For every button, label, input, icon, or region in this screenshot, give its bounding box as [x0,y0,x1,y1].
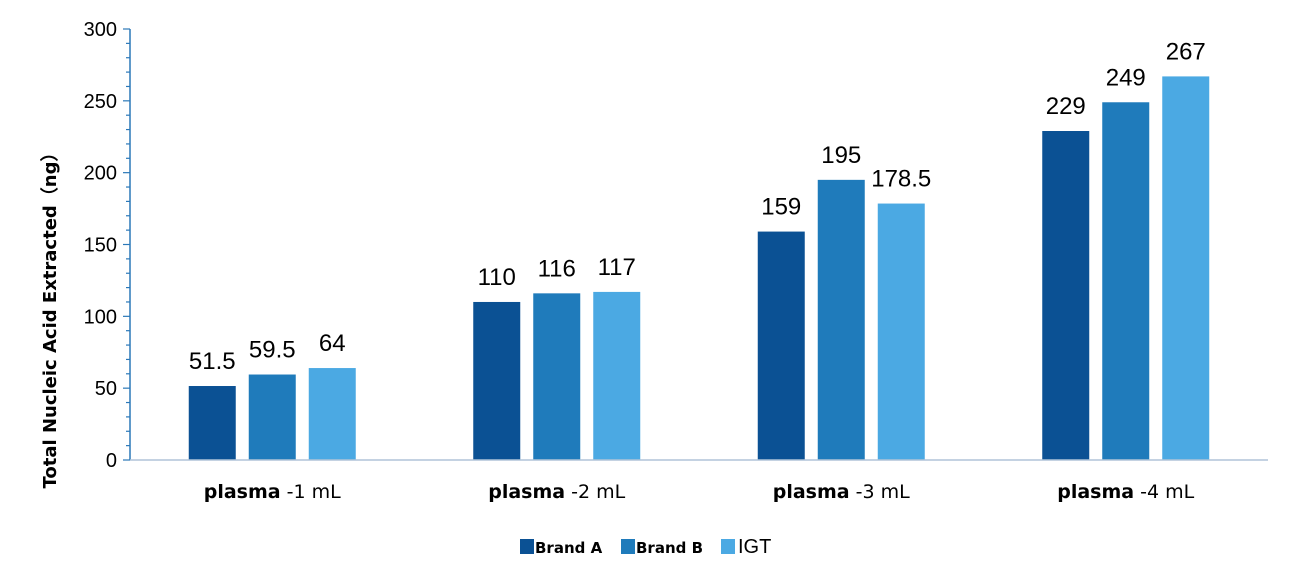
legend-swatch [721,539,735,554]
bar-brand-a-1 [188,386,236,460]
x-tick-label-bold: plasma [488,481,565,503]
data-label: 51.5 [189,348,236,375]
data-label: 59.5 [249,337,296,364]
x-tick-label-rest: -2 mL [565,481,626,503]
x-tick-label: plasma -4 mL [1057,481,1194,503]
data-label: 267 [1166,38,1206,65]
y-tick-label: 200 [84,163,117,185]
bar-brand-b-4 [1102,102,1150,461]
y-tick-label: 50 [95,378,117,400]
y-tick-label: 300 [84,19,117,41]
y-tick-label: 100 [84,306,117,328]
bar-brand-b-2 [533,293,581,460]
x-tick-label: plasma -2 mL [488,481,625,503]
data-label: 229 [1046,93,1086,120]
bar-brand-b-1 [248,374,296,460]
data-label: 249 [1106,64,1146,91]
bar-brand-a-3 [757,231,805,460]
y-axis: 0 50 100 150 200 250 300 [84,19,131,472]
bars [188,76,1210,461]
y-tick-label: 0 [106,450,117,472]
y-axis-title: Total Nucleic Acid Extracted（ng） [40,144,61,489]
x-axis: plasma -1 mL plasma -2 mL plasma -3 mL plas… [130,459,1268,503]
legend-label: IGT [738,536,771,558]
x-tick-label: plasma -1 mL [204,481,341,503]
data-label: 110 [478,264,516,291]
x-tick-label-bold: plasma [1057,481,1134,503]
data-label: 178.5 [871,166,931,193]
bar-igt-3 [877,203,925,460]
x-tick-label-bold: plasma [204,481,281,503]
data-label: 159 [761,194,801,221]
bar-igt-1 [308,368,356,460]
legend-label: Brand A [535,539,603,557]
x-tick-label: plasma -3 mL [773,481,910,503]
bar-brand-a-2 [473,301,521,460]
bar-brand-a-4 [1042,131,1090,460]
data-label: 117 [598,254,636,281]
x-tick-label-rest: -4 mL [1134,481,1195,503]
x-tick-label-bold: plasma [773,481,850,503]
legend: Brand A Brand B IGT [520,536,771,558]
bar-igt-4 [1162,76,1210,460]
bar-brand-b-3 [817,179,865,460]
y-tick-label: 250 [84,91,117,113]
x-tick-label-rest: -1 mL [281,481,342,503]
data-label: 64 [319,330,346,357]
legend-swatch [621,539,635,554]
y-tick-label: 150 [84,235,117,257]
value-labels: 51.5 59.5 64 110 116 117 159 195 178.5 229 249 267 [189,38,1206,375]
bar-igt-2 [593,291,641,460]
data-label: 195 [821,142,861,169]
legend-label: Brand B [636,539,703,557]
data-label: 116 [538,255,576,282]
x-tick-label-rest: -3 mL [850,481,911,503]
legend-swatch [520,539,534,554]
